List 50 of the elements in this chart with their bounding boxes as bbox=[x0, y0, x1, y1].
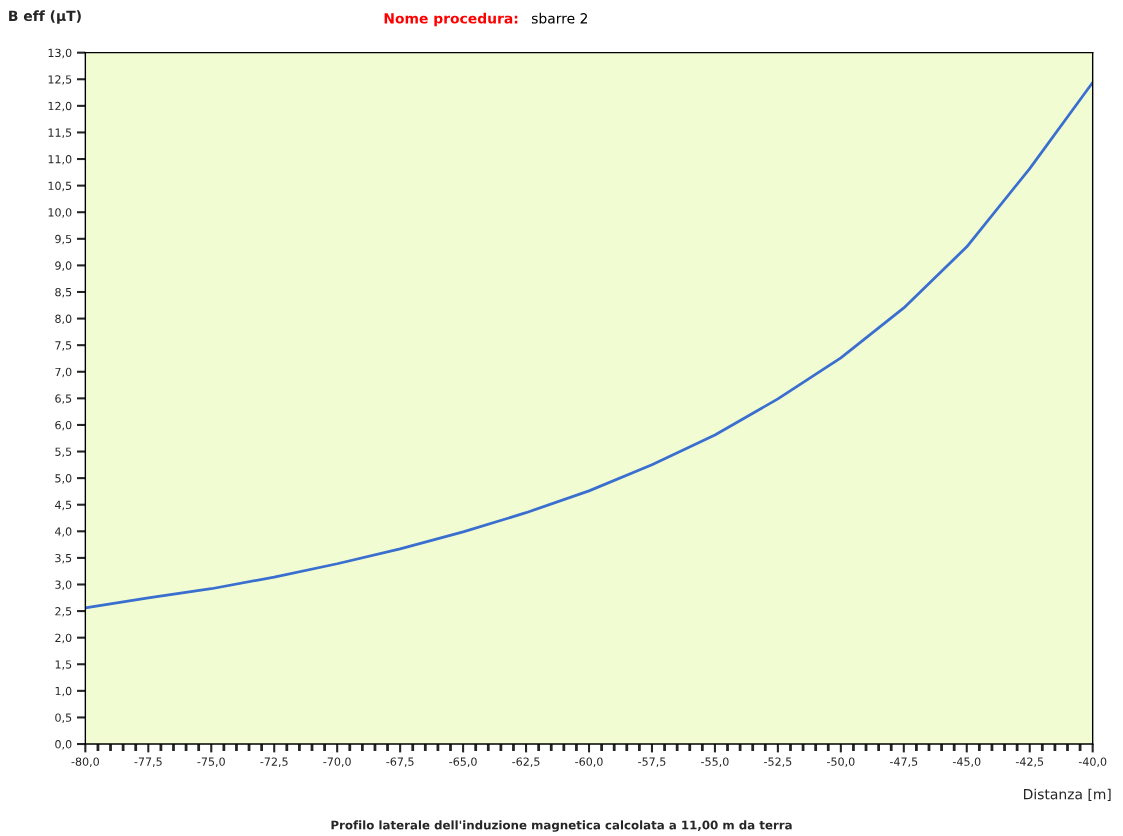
y-tick-label: 2,0 bbox=[55, 633, 72, 644]
x-tick-label: -47,5 bbox=[889, 757, 918, 767]
x-tick-label: -50,0 bbox=[827, 757, 855, 767]
y-tick-label: 1,5 bbox=[55, 660, 72, 670]
x-tick-label: -57,5 bbox=[638, 757, 666, 767]
y-tick-label: 1,0 bbox=[55, 686, 72, 697]
y-tick-label: 0,5 bbox=[55, 713, 72, 723]
chart-subtitle: sbarre 2 bbox=[531, 12, 588, 24]
y-tick-label: 8,0 bbox=[55, 314, 72, 325]
y-tick-label: 11,5 bbox=[48, 128, 72, 138]
y-tick-label: 9,5 bbox=[55, 234, 72, 245]
y-tick-label: 6,0 bbox=[55, 420, 72, 431]
y-tick-label: 7,0 bbox=[55, 367, 72, 378]
y-tick-label: 3,5 bbox=[55, 553, 72, 564]
text: Profilo laterale dell'induzione magnetica calcolata a 11,00 m da terra bbox=[331, 820, 792, 832]
y-tick-label: 9,0 bbox=[55, 261, 72, 271]
x-tick-label: -72,5 bbox=[260, 757, 288, 767]
x-tick-label: -65,0 bbox=[449, 757, 477, 767]
chart-title: Nome procedura: bbox=[384, 12, 518, 27]
x-tick-label: -60,0 bbox=[575, 757, 603, 767]
x-tick-label: -80,0 bbox=[71, 757, 99, 767]
y-tick-label: 6,5 bbox=[55, 394, 72, 404]
x-tick-label: -67,5 bbox=[386, 757, 414, 767]
x-tick-label: -55,0 bbox=[701, 757, 729, 767]
y-tick-label: 4,5 bbox=[55, 500, 72, 511]
y-tick-label: 8,5 bbox=[55, 287, 72, 298]
y-tick-label: 7,5 bbox=[55, 341, 72, 351]
y-tick-label: 3,0 bbox=[55, 580, 72, 591]
line-series bbox=[85, 81, 1093, 610]
y-tick-label: 5,0 bbox=[55, 474, 72, 484]
x-tick-label: -52,5 bbox=[764, 757, 792, 767]
y-tick-label: 0,0 bbox=[55, 740, 72, 750]
y-tick-label: 4,0 bbox=[55, 527, 72, 537]
y-tick-label: 10,5 bbox=[48, 181, 72, 192]
x-tick-label: -40,0 bbox=[1078, 757, 1107, 767]
y-tick-label: 10,0 bbox=[48, 208, 72, 218]
y-tick-label: 13,0 bbox=[48, 48, 72, 59]
x-tick-label: -70,0 bbox=[323, 757, 351, 767]
y-tick-label: 2,5 bbox=[55, 607, 72, 617]
x-tick-label: -75,0 bbox=[197, 757, 225, 767]
y-tick-label: 12,0 bbox=[48, 101, 72, 112]
y-tick-label: 5,5 bbox=[55, 447, 72, 458]
y-tick-label: 12,5 bbox=[48, 75, 72, 85]
y-axis-title: B eff (µT) bbox=[9, 10, 81, 24]
x-tick-label: -77,5 bbox=[134, 757, 162, 767]
x-tick-label: -45,0 bbox=[952, 757, 981, 767]
x-axis-title: Distanza [m] bbox=[1024, 788, 1111, 802]
x-tick-label: -42,5 bbox=[1015, 757, 1044, 767]
x-tick-label: -62,5 bbox=[512, 757, 540, 767]
y-tick-label: 11,0 bbox=[48, 155, 72, 165]
